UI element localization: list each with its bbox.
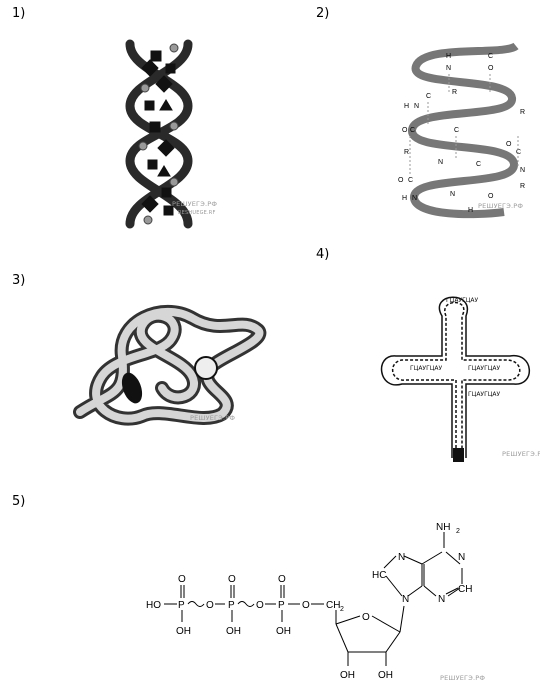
svg-text:OH: OH [378, 670, 393, 681]
dna-helix-strands [130, 44, 188, 224]
trna-outline [382, 297, 530, 458]
svg-text:N: N [450, 191, 455, 198]
svg-text:O: O [398, 177, 404, 184]
svg-text:N: N [402, 594, 409, 605]
svg-text:N: N [414, 103, 419, 110]
svg-text:ГЦАУГЦАУ: ГЦАУГЦАУ [410, 365, 443, 372]
svg-text:P: P [278, 600, 285, 611]
svg-text:O: O [402, 127, 408, 134]
watermark-5: РЕШУЕГЭ.РФ [440, 674, 485, 682]
svg-text:P: P [178, 600, 185, 611]
svg-text:2: 2 [340, 606, 344, 613]
svg-text:C: C [426, 93, 431, 100]
svg-text:O: O [488, 65, 494, 72]
svg-text:R: R [404, 149, 409, 156]
svg-text:C: C [454, 127, 459, 134]
svg-text:O: O [278, 574, 286, 585]
svg-text:CH: CH [326, 600, 340, 611]
svg-text:OH: OH [226, 626, 241, 637]
watermark-4: РЕШУЕГЭ.РФ [502, 450, 540, 458]
svg-text:OH: OH [340, 670, 355, 681]
dna-double-helix: РЕШУЕГЭ.РФ RESHUEGE.RF [118, 36, 218, 232]
svg-text:H: H [402, 195, 407, 202]
svg-text:C: C [488, 53, 493, 60]
svg-text:C: C [516, 149, 521, 156]
svg-text:ГЦАУГЦАУ: ГЦАУГЦАУ [468, 391, 501, 398]
protein-tertiary-structure: РЕШУЕГЭ.РФ [72, 296, 268, 426]
svg-text:O: O [302, 600, 310, 611]
svg-text:O: O [206, 600, 214, 611]
svg-text:H: H [404, 103, 409, 110]
svg-text:N: N [412, 195, 417, 202]
label-4: 4) [316, 247, 329, 262]
ribose-ring [336, 606, 404, 666]
helix-ribbon [412, 46, 516, 214]
svg-text:N: N [438, 159, 443, 166]
label-3: 3) [12, 273, 25, 288]
svg-text:ГЦАУГЦАУ: ГЦАУГЦАУ [446, 297, 479, 304]
svg-text:O: O [256, 600, 264, 611]
svg-text:O: O [228, 574, 236, 585]
svg-text:C: C [408, 177, 413, 184]
svg-text:O: O [178, 574, 186, 585]
label-1: 1) [12, 6, 25, 21]
trna-cloverleaf: ГЦАУГЦАУ ГЦАУГЦАУ ГЦАУГЦАУ ГЦАУГЦАУ РЕШУ… [368, 286, 540, 464]
watermark-3: РЕШУЕГЭ.РФ [190, 414, 235, 422]
svg-text:O: O [362, 612, 370, 623]
svg-text:O: O [488, 193, 494, 200]
watermark-1b: RESHUEGE.RF [178, 210, 216, 216]
svg-text:ГЦАУГЦАУ: ГЦАУГЦАУ [468, 365, 501, 372]
label-2: 2) [316, 6, 329, 21]
svg-text:N: N [458, 552, 465, 563]
polypeptide-coil [80, 312, 259, 419]
svg-text:N: N [520, 167, 525, 174]
svg-text:HC: HC [372, 570, 386, 581]
svg-text:OH: OH [276, 626, 291, 637]
svg-text:R: R [452, 89, 457, 96]
svg-text:H: H [468, 207, 473, 214]
svg-text:NH: NH [436, 522, 450, 533]
svg-text:2: 2 [456, 528, 460, 535]
label-5: 5) [12, 494, 25, 509]
svg-text:N: N [398, 552, 405, 563]
svg-text:OH: OH [176, 626, 191, 637]
watermark-1: РЕШУЕГЭ.РФ [172, 200, 217, 208]
svg-text:N: N [446, 65, 451, 72]
svg-text:C: C [410, 127, 415, 134]
protein-alpha-helix: H N C O H N C R R O C C O R C N C N O C … [394, 36, 542, 232]
watermark-2: РЕШУЕГЭ.РФ [478, 202, 523, 210]
svg-text:C: C [476, 161, 481, 168]
svg-text:N: N [438, 594, 445, 605]
svg-text:O: O [506, 141, 512, 148]
phosphate-chain: HO P O OH O P O OH O P O OH O CH 2 [146, 574, 344, 637]
svg-text:CH: CH [458, 584, 472, 595]
trna-acceptor-end [453, 448, 464, 462]
svg-text:H: H [446, 53, 451, 60]
adenine-base: NH 2 N N N HC N P N CH N [372, 522, 472, 605]
svg-text:R: R [520, 183, 525, 190]
svg-text:HO: HO [146, 600, 161, 611]
atp-molecule: HO P O OH O P O OH O P O OH O CH 2 [140, 512, 500, 692]
svg-text:P: P [228, 600, 235, 611]
heme-ring [195, 357, 217, 379]
svg-text:R: R [520, 109, 525, 116]
